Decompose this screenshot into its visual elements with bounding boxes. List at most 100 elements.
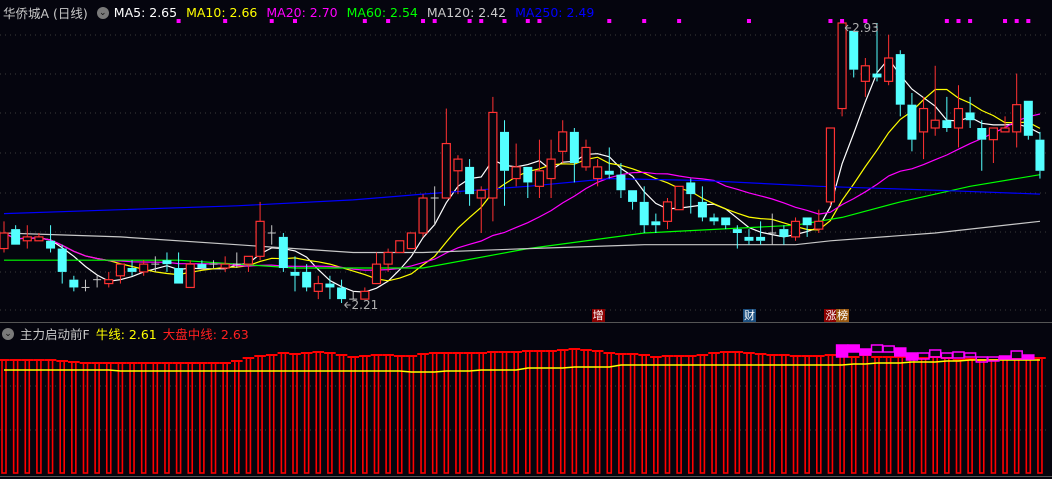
candle-down xyxy=(628,190,638,202)
indicator-box xyxy=(859,348,872,356)
candle-down xyxy=(337,287,347,300)
indicator-bar xyxy=(711,352,717,474)
indicator-bar xyxy=(396,355,403,474)
event-marker[interactable]: 增 xyxy=(591,309,605,322)
ma20-line xyxy=(3,113,1041,271)
indicator-bar xyxy=(653,356,659,474)
ma120-legend: MA120: 2.42 xyxy=(426,5,507,20)
indicator-bar xyxy=(315,351,322,474)
indicator-bar xyxy=(885,356,892,474)
ma20-legend: MA20: 2.70 xyxy=(266,5,338,20)
indicator-bar xyxy=(1002,358,1008,474)
indicator-bar xyxy=(187,362,194,474)
annotation-label-2.93: 2.93 xyxy=(852,21,879,35)
candle-down xyxy=(278,236,288,269)
signal-dot xyxy=(746,19,751,23)
candle-down xyxy=(523,166,533,183)
signal-dot xyxy=(677,19,682,23)
indicator-bar xyxy=(524,350,531,474)
indicator-bar xyxy=(140,362,147,474)
indicator-box xyxy=(952,351,965,359)
indicator-bar xyxy=(769,354,776,474)
candle-down xyxy=(732,229,742,234)
indicator-bar xyxy=(781,354,787,474)
candle-down xyxy=(697,201,707,218)
indicator-box xyxy=(963,352,977,358)
candle-up xyxy=(1000,127,1010,133)
bull-line-legend: 牛线: 2.61 xyxy=(95,327,157,342)
candle-up xyxy=(558,131,568,152)
indicator-bar xyxy=(199,362,205,474)
event-marker[interactable]: 榜 xyxy=(836,309,850,322)
candle-down xyxy=(11,229,21,245)
indicator-bar xyxy=(909,356,915,474)
indicator-bar xyxy=(385,354,391,474)
candle-down xyxy=(69,279,79,288)
candle-up xyxy=(814,220,824,230)
ma250-line xyxy=(3,177,1041,215)
candle-down xyxy=(127,268,137,272)
signal-dot xyxy=(840,19,845,23)
signal-dot xyxy=(968,19,973,23)
indicator-bar xyxy=(94,362,100,474)
indicator-bar xyxy=(839,354,845,474)
candle-up xyxy=(825,127,836,203)
stock-title[interactable]: 华侨城A (日线) xyxy=(3,6,88,21)
chevron-down-icon[interactable]: ⌄ xyxy=(2,327,14,340)
event-marker[interactable]: 财 xyxy=(742,309,756,322)
candle-up xyxy=(243,255,254,265)
annotation-label-2.21: 2.21 xyxy=(352,298,379,312)
signal-dot xyxy=(293,19,297,23)
candle-down xyxy=(290,271,300,276)
indicator-bar xyxy=(292,353,298,474)
indicator-bar xyxy=(71,361,77,474)
candle-up xyxy=(918,107,929,133)
indicator-bar xyxy=(990,359,997,474)
indicator-bar xyxy=(920,357,927,474)
ma5-legend: MA5: 2.65 xyxy=(113,5,178,20)
indicator-bar xyxy=(408,355,415,474)
indicator-bar xyxy=(12,359,19,474)
signal-dot xyxy=(1014,19,1019,23)
signal-dot xyxy=(642,19,647,23)
signal-dot xyxy=(525,19,530,23)
candle-up xyxy=(104,279,114,285)
signal-dot xyxy=(223,19,228,23)
indicator-bar xyxy=(827,354,834,474)
candle-up xyxy=(453,158,463,172)
event-marker[interactable]: 涨 xyxy=(824,309,838,322)
indicator-bar xyxy=(82,362,89,474)
candle-up xyxy=(988,127,999,141)
candle-up xyxy=(488,111,498,199)
indicator-box xyxy=(1022,354,1035,360)
indicator-bar xyxy=(664,355,671,474)
candle-down xyxy=(162,260,172,265)
indicator-bar xyxy=(59,360,66,474)
candle-up xyxy=(662,201,673,222)
ma250-legend: MA250: 2.49 xyxy=(515,5,595,20)
indicator-box xyxy=(847,344,860,353)
candle-up xyxy=(395,240,405,254)
candle-down xyxy=(302,271,312,288)
candle-up xyxy=(115,263,126,277)
indicator-box xyxy=(894,347,907,357)
indicator-bar xyxy=(536,350,543,474)
indicator-name[interactable]: 主力启动前F xyxy=(20,327,90,342)
indicator-bar xyxy=(350,356,357,474)
indicator-bar xyxy=(362,355,368,474)
candle-up xyxy=(313,282,323,292)
candle-down xyxy=(57,248,67,272)
candle-up xyxy=(581,146,591,168)
indicator-bar xyxy=(944,357,950,474)
candle-up xyxy=(860,65,870,82)
candle-down xyxy=(639,201,649,226)
candle-down xyxy=(872,73,882,78)
chevron-down-icon[interactable]: ⌄ xyxy=(96,6,109,19)
candle-down xyxy=(604,170,614,175)
main-chart-header: 华侨城A (日线) ⌄ MA5: 2.65 MA10: 2.66 MA20: 2… xyxy=(3,3,594,22)
indicator-bar xyxy=(967,358,973,474)
signal-dot xyxy=(828,19,833,23)
candle-down xyxy=(709,217,719,222)
indicator-bar xyxy=(850,356,857,474)
